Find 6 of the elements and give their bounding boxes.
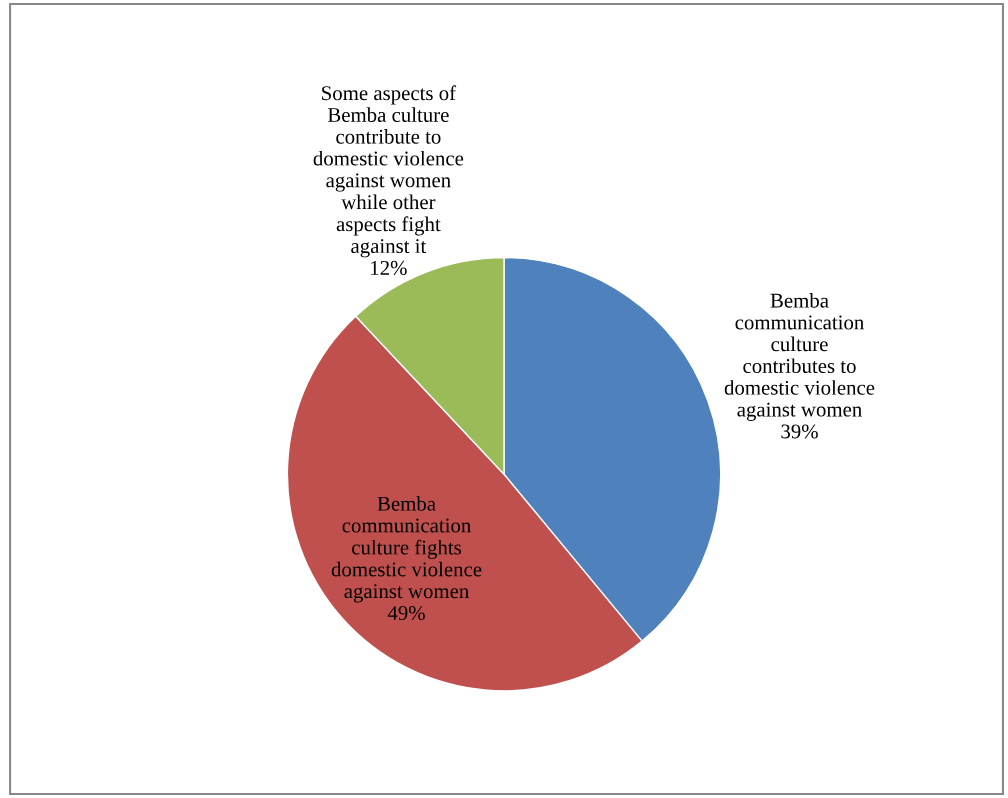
slice-label: Bemba communication culture fights domestic violence against women <box>331 496 482 603</box>
data-label: 39% <box>781 424 818 439</box>
data-label: 12% <box>371 260 407 275</box>
slice-label: Bemba communication culture contributes to domestic violence against women <box>724 293 875 421</box>
data-label: 49% <box>387 605 425 621</box>
slice-label: Some aspects of Bemba culture contribute to domestic violence against women while other aspects fight against it <box>313 85 464 258</box>
